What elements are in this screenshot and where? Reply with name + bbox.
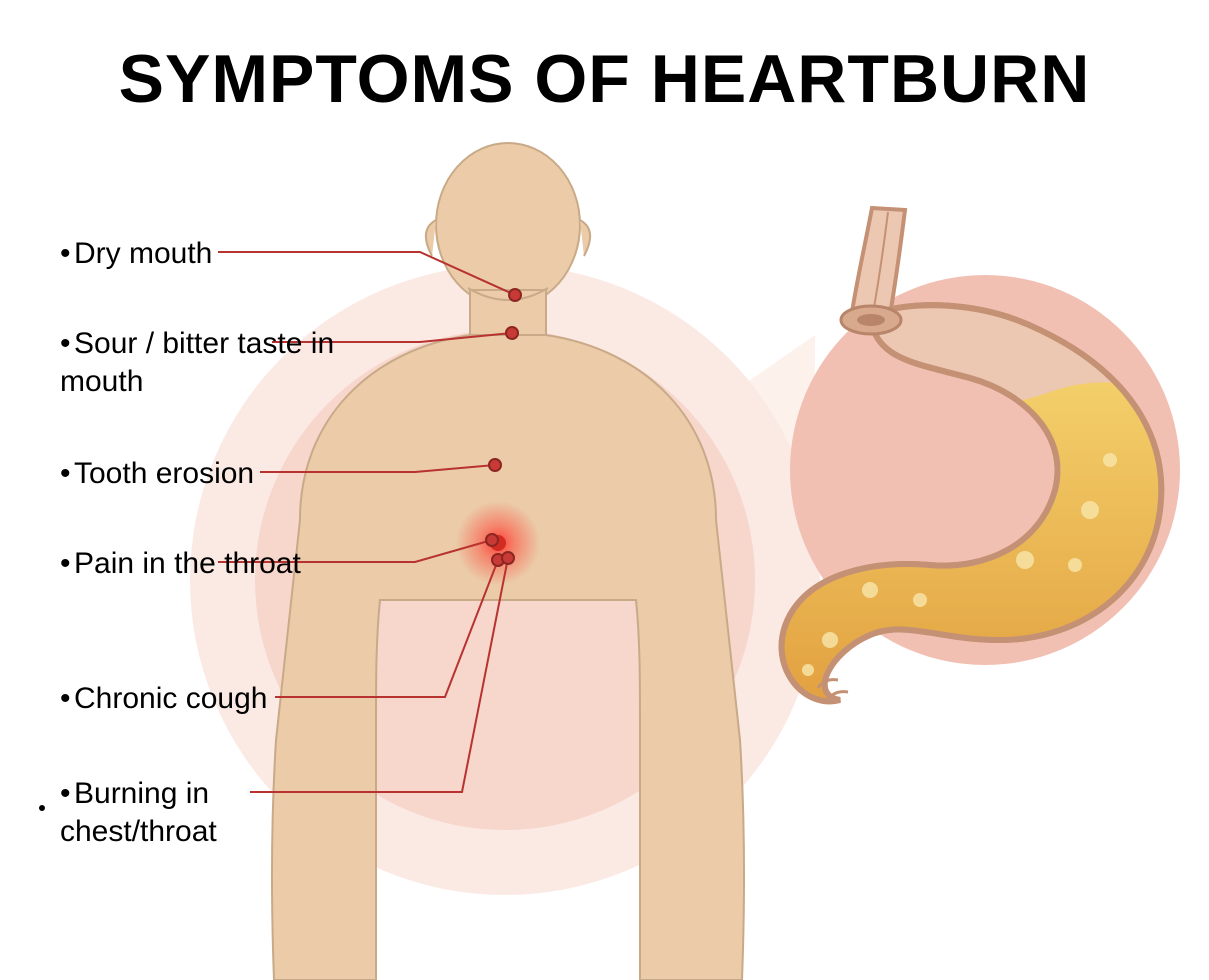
heartburn-glow bbox=[456, 501, 540, 585]
body-silhouette bbox=[272, 143, 744, 980]
symptom-text: Sour / bitter taste in mouth bbox=[60, 327, 334, 398]
symptom-text: Chronic cough bbox=[74, 682, 267, 715]
symptom-text: Dry mouth bbox=[74, 237, 212, 270]
symptom-label: •Tooth erosion bbox=[60, 455, 254, 493]
esophagus bbox=[852, 208, 905, 315]
stomach-detail-circle bbox=[790, 275, 1180, 665]
halo-inner bbox=[255, 330, 755, 830]
symptom-text: Pain in the throat bbox=[74, 547, 301, 580]
symptom-label: •Dry mouth bbox=[60, 235, 212, 273]
symptom-label: •Pain in the throat bbox=[60, 545, 301, 583]
symptom-label: •Sour / bitter taste in mouth bbox=[60, 325, 340, 400]
stomach-organ bbox=[740, 305, 1200, 750]
infographic-canvas: SYMPTOMS OF HEARTBURN •Dry mouth •Sour / … bbox=[0, 0, 1209, 980]
symptom-text: Tooth erosion bbox=[74, 457, 254, 490]
infographic-title: SYMPTOMS OF HEARTBURN bbox=[0, 40, 1209, 118]
symptom-label: •Burning in chest/throat bbox=[60, 775, 340, 850]
symptom-text: Burning in chest/throat bbox=[60, 777, 217, 848]
zoom-beam bbox=[520, 335, 815, 600]
symptom-label: •Chronic cough bbox=[60, 680, 267, 718]
